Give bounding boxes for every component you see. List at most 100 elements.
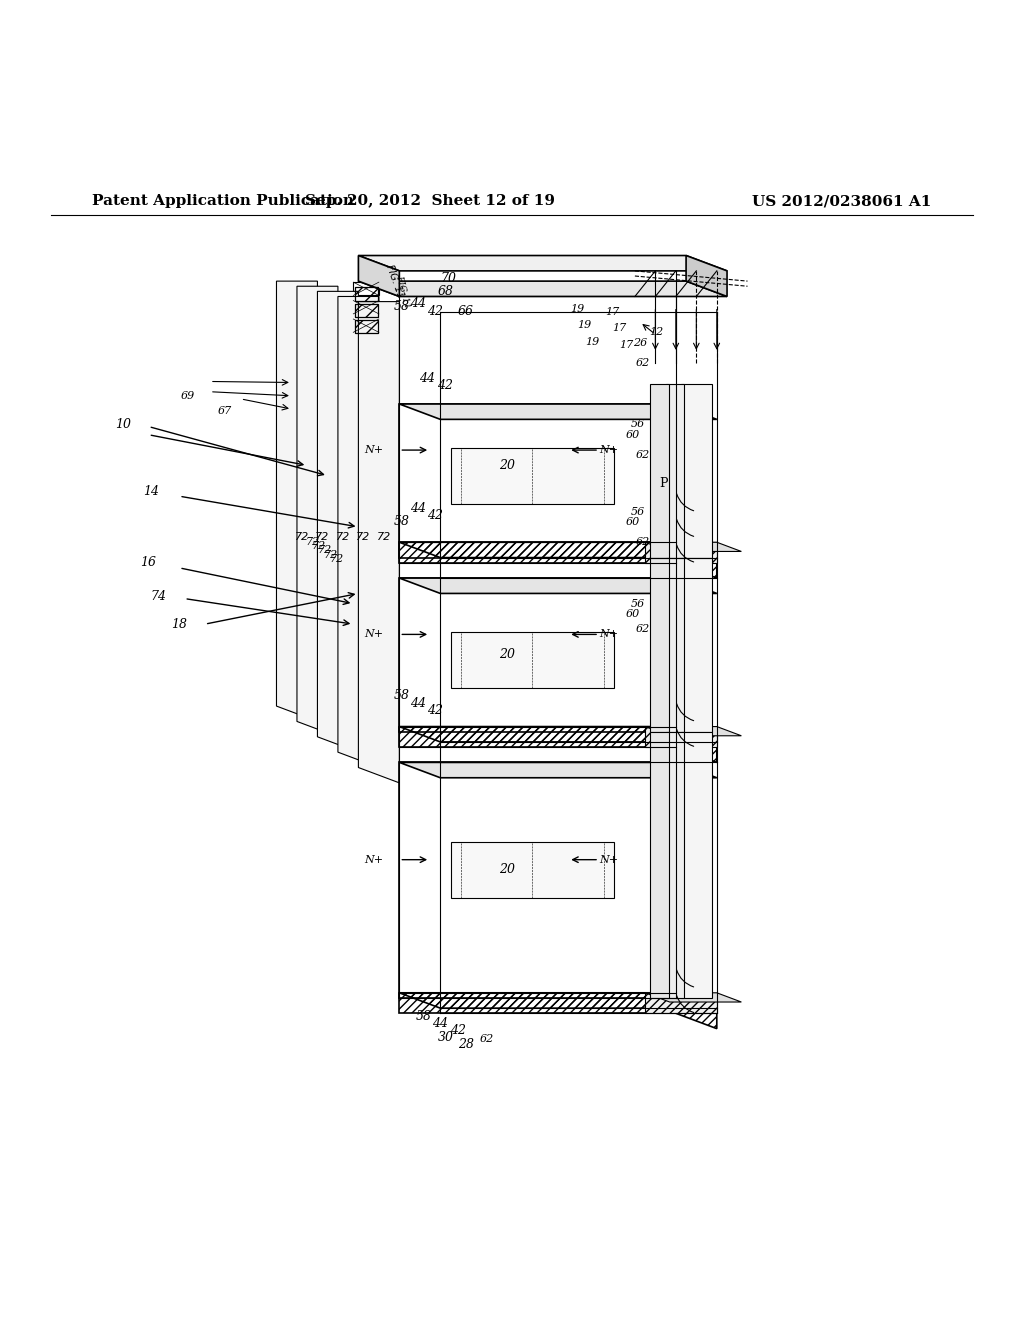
Polygon shape: [451, 842, 614, 898]
Polygon shape: [358, 256, 727, 271]
Bar: [355, 319, 378, 334]
Text: 72: 72: [377, 532, 391, 543]
Polygon shape: [681, 384, 712, 557]
Text: 20: 20: [499, 648, 515, 661]
Text: N+: N+: [600, 445, 618, 455]
Text: 17: 17: [605, 306, 620, 317]
Text: 58: 58: [393, 300, 410, 313]
Text: 72: 72: [305, 537, 319, 548]
Text: 44: 44: [410, 697, 426, 710]
Text: 19: 19: [578, 321, 592, 330]
Text: 69: 69: [180, 391, 195, 401]
Polygon shape: [645, 543, 717, 562]
Text: 16: 16: [140, 556, 157, 569]
Text: 17: 17: [620, 339, 634, 350]
Text: 44: 44: [419, 372, 435, 385]
Polygon shape: [399, 578, 717, 594]
Text: 60: 60: [626, 609, 640, 619]
Polygon shape: [645, 543, 741, 552]
Bar: [355, 288, 378, 301]
Text: 20: 20: [499, 863, 515, 876]
Text: FIG. 11: FIG. 11: [394, 273, 412, 309]
Text: 72: 72: [324, 549, 338, 560]
Text: 62: 62: [636, 624, 650, 635]
Polygon shape: [399, 404, 676, 557]
Text: N+: N+: [365, 445, 383, 455]
Polygon shape: [645, 726, 717, 747]
Text: 44: 44: [410, 502, 426, 515]
Bar: [355, 304, 378, 317]
Text: 60: 60: [626, 516, 640, 527]
Polygon shape: [399, 763, 676, 998]
Text: Patent Application Publication: Patent Application Publication: [92, 194, 354, 209]
Polygon shape: [358, 281, 727, 297]
Polygon shape: [317, 292, 358, 752]
Text: 42: 42: [427, 704, 443, 717]
Text: 62: 62: [636, 358, 650, 368]
Text: 14: 14: [143, 484, 160, 498]
Polygon shape: [451, 447, 614, 504]
Text: 56: 56: [631, 507, 645, 516]
Polygon shape: [399, 578, 676, 731]
Text: 44: 44: [410, 297, 426, 310]
Polygon shape: [297, 286, 338, 737]
Polygon shape: [666, 384, 684, 557]
Text: 66: 66: [458, 305, 474, 318]
Text: 17: 17: [612, 323, 627, 333]
Text: 60: 60: [626, 430, 640, 440]
Polygon shape: [686, 256, 727, 297]
Text: 62: 62: [636, 450, 650, 461]
Polygon shape: [645, 993, 717, 1014]
Text: 62: 62: [636, 537, 650, 548]
Polygon shape: [645, 993, 741, 1002]
Bar: [353, 301, 379, 314]
Polygon shape: [276, 281, 317, 722]
Text: 12: 12: [649, 327, 664, 338]
Polygon shape: [399, 404, 717, 420]
Text: 58: 58: [393, 515, 410, 528]
Text: FIG. 11: FIG. 11: [384, 263, 406, 300]
Polygon shape: [451, 632, 614, 688]
Text: N+: N+: [365, 854, 383, 865]
Text: 30: 30: [437, 1031, 454, 1044]
Bar: [353, 319, 379, 333]
Text: 44: 44: [432, 1016, 449, 1030]
Text: 28: 28: [458, 1038, 474, 1051]
Text: 10: 10: [115, 418, 131, 430]
Text: 58: 58: [416, 1010, 432, 1023]
Text: 42: 42: [427, 510, 443, 523]
Bar: [353, 282, 379, 296]
Polygon shape: [645, 726, 741, 735]
Text: 20: 20: [499, 459, 515, 473]
Text: 19: 19: [570, 304, 585, 314]
Text: 62: 62: [479, 1034, 494, 1044]
Text: 74: 74: [151, 590, 167, 603]
Text: N+: N+: [600, 854, 618, 865]
Polygon shape: [358, 256, 399, 297]
Polygon shape: [358, 301, 399, 783]
Text: 26: 26: [633, 338, 647, 347]
Text: 67: 67: [218, 407, 232, 416]
Text: 42: 42: [450, 1024, 466, 1038]
Text: 72: 72: [356, 532, 371, 543]
Polygon shape: [666, 557, 684, 731]
Text: 58: 58: [393, 689, 410, 702]
Text: 42: 42: [437, 379, 454, 392]
Text: 56: 56: [631, 420, 645, 429]
Text: 72: 72: [336, 532, 350, 543]
Polygon shape: [338, 297, 379, 767]
Text: 42: 42: [427, 305, 443, 318]
Text: 70: 70: [440, 272, 457, 285]
Polygon shape: [666, 731, 684, 998]
Polygon shape: [681, 731, 712, 998]
Text: 72: 72: [315, 532, 330, 543]
Polygon shape: [399, 763, 717, 777]
Text: 72: 72: [311, 541, 326, 552]
Polygon shape: [681, 557, 712, 731]
Polygon shape: [650, 731, 669, 998]
Text: 19: 19: [585, 337, 599, 347]
Polygon shape: [650, 384, 669, 557]
Text: 72: 72: [295, 532, 309, 543]
Text: 72: 72: [317, 545, 332, 556]
Text: US 2012/0238061 A1: US 2012/0238061 A1: [753, 194, 932, 209]
